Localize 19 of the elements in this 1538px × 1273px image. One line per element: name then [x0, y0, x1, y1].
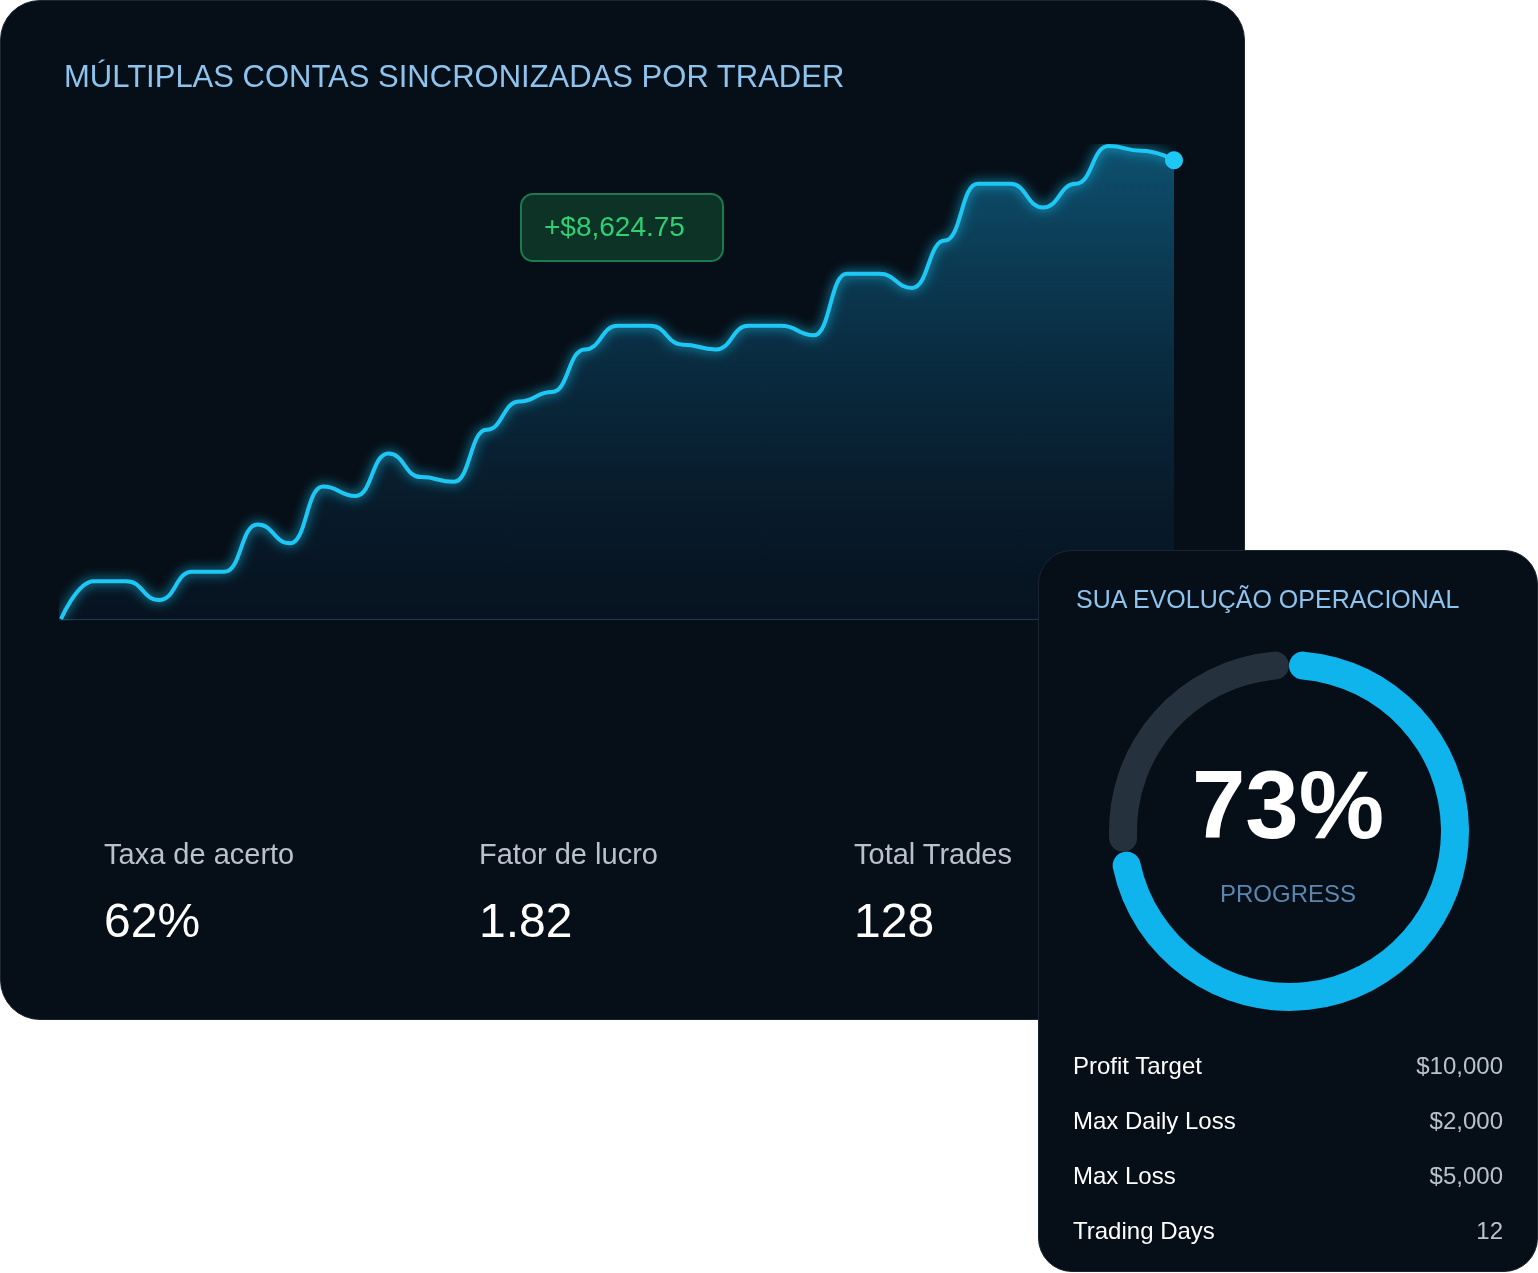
text: 12: [1476, 1216, 1504, 1244]
text: 1.82: [479, 893, 573, 947]
text: $5,000: [1429, 1161, 1503, 1189]
chart-title: SUA EVOLUÇÃO OPERACIONAL: [1076, 584, 1460, 613]
text: Fator de lucro: [479, 837, 658, 870]
chart-title: MÚLTIPLAS CONTAS SINCRONIZADAS POR TRADER: [64, 59, 845, 94]
text: Profit Target: [1073, 1051, 1203, 1079]
text: Max Daily Loss: [1073, 1106, 1236, 1134]
text: 128: [854, 893, 935, 947]
text: PROGRESS: [1219, 879, 1357, 907]
text: 73%: [1191, 750, 1385, 858]
text: Max Loss: [1073, 1161, 1176, 1189]
text: $2,000: [1429, 1106, 1503, 1134]
text: Taxa de acerto: [104, 837, 295, 870]
text: 62%: [104, 893, 201, 947]
text: Trading Days: [1073, 1216, 1215, 1244]
text: $10,000: [1416, 1051, 1504, 1079]
annotation: +$8,624.75: [544, 210, 685, 242]
text: Total Trades: [854, 837, 1012, 870]
